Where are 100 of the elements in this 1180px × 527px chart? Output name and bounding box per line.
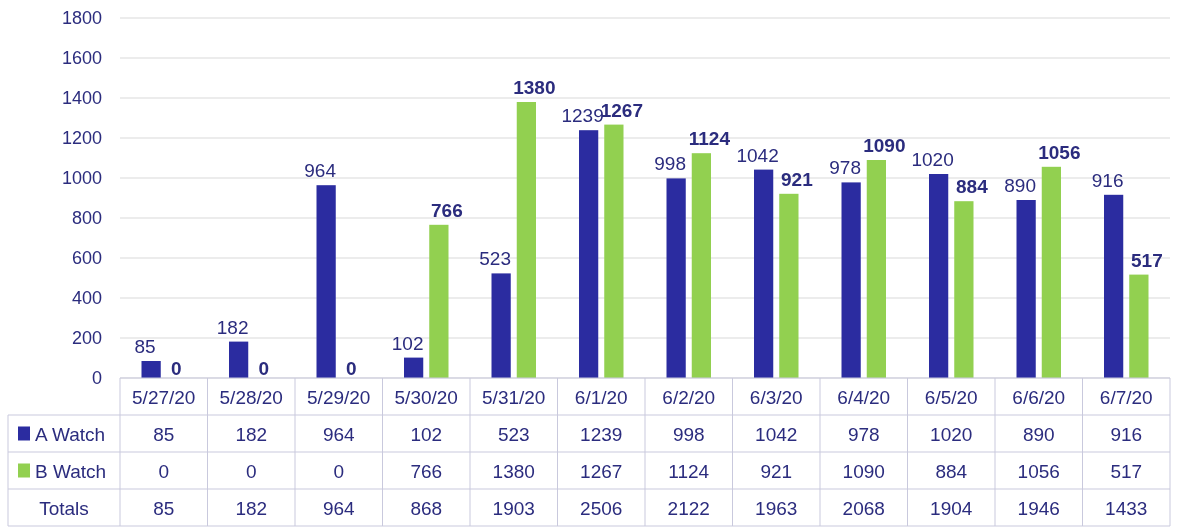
- data-label: 964: [304, 160, 337, 182]
- x-tick-label: 5/28/20: [219, 386, 283, 408]
- text: 1904: [930, 497, 973, 519]
- data-label: 102: [391, 332, 424, 354]
- bar: [429, 224, 449, 378]
- y-tick-label: 1600: [61, 48, 102, 68]
- x-tick-label: 6/4/20: [837, 386, 891, 408]
- y-tick-label: 1400: [61, 88, 102, 108]
- text: 1433: [1105, 497, 1148, 519]
- text: 964: [322, 497, 356, 519]
- data-label: 890: [1004, 175, 1036, 196]
- data-label: 1042: [736, 144, 779, 166]
- bar: [929, 174, 949, 378]
- text: 1963: [755, 497, 798, 519]
- bar: [954, 201, 974, 378]
- y-tick-label: 0: [91, 368, 102, 388]
- text: 517: [1110, 460, 1143, 482]
- bar: [604, 124, 624, 378]
- y-tick-label: 1000: [61, 168, 102, 188]
- x-tick-label: 6/5/20: [924, 386, 978, 408]
- text: 1042: [755, 423, 798, 445]
- data-label: 517: [1131, 249, 1163, 271]
- data-label: 1124: [688, 128, 731, 150]
- x-tick-label: 6/6/20: [1012, 386, 1066, 408]
- text: 182: [235, 497, 268, 519]
- text: 868: [410, 497, 443, 519]
- data-label: 1090: [863, 135, 906, 156]
- text: 921: [760, 460, 793, 482]
- x-tick-label: 6/3/20: [749, 386, 803, 408]
- y-tick-label: 800: [71, 208, 102, 228]
- text: 1946: [1017, 497, 1060, 519]
- data-label: 0: [346, 358, 357, 379]
- text: 1090: [842, 460, 885, 482]
- y-tick-label: 600: [71, 248, 102, 268]
- bar: [491, 273, 511, 378]
- text: 1056: [1017, 460, 1060, 482]
- x-tick-label: 6/2/20: [662, 386, 716, 408]
- text: 2122: [667, 497, 710, 519]
- data-label: 182: [216, 316, 249, 338]
- text: 1124: [668, 460, 710, 482]
- x-tick-label: 6/1/20: [574, 386, 628, 408]
- bar: [666, 178, 686, 378]
- text: 102: [410, 423, 443, 445]
- bar: [141, 361, 161, 378]
- data-label: 916: [1091, 169, 1124, 191]
- bar: [316, 185, 336, 378]
- text: 1020: [930, 423, 973, 445]
- text: 182: [235, 423, 268, 445]
- bar: [866, 160, 886, 378]
- data-label: 1056: [1038, 141, 1081, 163]
- data-label: 884: [956, 176, 989, 198]
- data-label: 978: [829, 157, 861, 179]
- text: 0: [245, 460, 257, 482]
- text: 1239: [580, 423, 623, 445]
- bar: [229, 341, 249, 378]
- x-tick-label: 5/30/20: [394, 386, 458, 408]
- text: Totals: [39, 497, 89, 519]
- bar: [754, 169, 774, 378]
- text: 884: [935, 460, 968, 482]
- text: 916: [1110, 423, 1143, 445]
- bar: [516, 102, 536, 378]
- legend-label: B Watch: [35, 460, 107, 482]
- text: 998: [672, 423, 705, 445]
- bar: [841, 182, 861, 378]
- bar: [1041, 166, 1061, 378]
- legend-label: A Watch: [35, 423, 106, 445]
- text: 766: [410, 460, 443, 482]
- text: 1380: [492, 460, 535, 482]
- bar: [404, 357, 424, 378]
- bar: [691, 153, 711, 378]
- bar: [1129, 274, 1149, 378]
- data-label: 523: [479, 248, 511, 270]
- text: 0: [333, 460, 345, 482]
- x-tick-label: 5/29/20: [307, 386, 371, 408]
- data-label: 0: [258, 358, 270, 379]
- x-tick-label: 5/31/20: [482, 386, 546, 408]
- text: 1267: [580, 460, 623, 482]
- text: 0: [158, 460, 170, 482]
- text: 85: [153, 497, 175, 519]
- text: 978: [847, 423, 880, 445]
- bar: [1104, 194, 1124, 378]
- y-tick-label: 200: [71, 328, 102, 348]
- text: 890: [1022, 423, 1055, 445]
- text: 2068: [842, 497, 885, 519]
- text: 523: [497, 423, 530, 445]
- bar: [1016, 200, 1036, 378]
- data-label: 998: [654, 153, 686, 175]
- bar: [579, 130, 599, 378]
- bar: [779, 193, 799, 378]
- data-label: 1020: [911, 149, 954, 170]
- y-tick-label: 1200: [61, 128, 102, 148]
- data-label: 766: [431, 199, 463, 221]
- x-tick-label: 6/7/20: [1099, 386, 1153, 408]
- y-tick-label: 400: [71, 288, 102, 308]
- text: 1903: [492, 497, 535, 519]
- data-label: 921: [781, 168, 814, 190]
- data-label: 85: [134, 336, 156, 357]
- data-label: 1380: [513, 77, 556, 98]
- text: 964: [322, 423, 356, 445]
- data-label: 0: [171, 358, 182, 379]
